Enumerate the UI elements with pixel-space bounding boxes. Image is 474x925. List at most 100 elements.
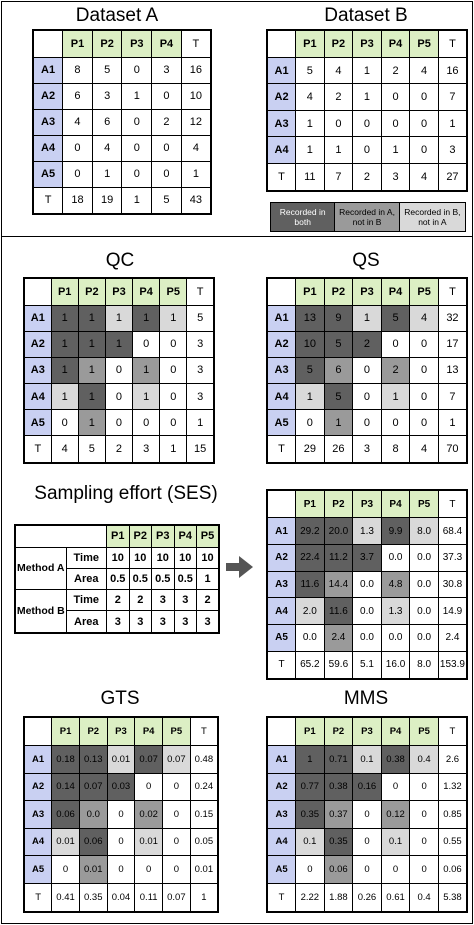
row-header: A4 — [23, 383, 52, 411]
data-cell: 1 — [77, 383, 106, 411]
data-cell: 0 — [62, 134, 93, 162]
data-cell: 1 — [180, 160, 212, 188]
data-cell: 0 — [409, 855, 439, 884]
data-cell: 9.9 — [380, 517, 411, 545]
ses-title: Sampling effort (SES) — [34, 483, 218, 504]
data-cell: 0.0 — [380, 543, 411, 572]
data-cell: 4 — [295, 83, 325, 111]
column-header: T — [437, 489, 468, 519]
data-cell: 0 — [380, 409, 411, 437]
column-header: P2 — [91, 29, 123, 58]
data-cell: 1 — [132, 356, 161, 385]
data-cell: 0 — [409, 136, 439, 164]
row-header: A2 — [266, 543, 297, 572]
data-cell: 5.38 — [437, 882, 468, 913]
corner-cell — [266, 29, 297, 58]
row-header: A2 — [32, 82, 64, 110]
data-cell: 1 — [323, 409, 354, 437]
data-cell: 0 — [132, 330, 161, 358]
data-cell: 8.0 — [409, 650, 439, 680]
data-cell: 1 — [295, 745, 325, 774]
column-header: P4 — [380, 716, 411, 747]
data-cell: 0 — [380, 109, 411, 138]
data-cell: 0.37 — [323, 800, 354, 829]
row-header: A3 — [266, 570, 297, 599]
data-cell: 2.6 — [437, 745, 468, 774]
data-cell: 1 — [104, 304, 134, 332]
data-cell: 0 — [121, 56, 153, 84]
data-cell: 3 — [151, 56, 182, 84]
column-header: P1 — [62, 29, 93, 58]
column-header: P3 — [352, 29, 382, 58]
data-cell: 0.15 — [189, 800, 219, 829]
data-cell: 0.12 — [380, 800, 411, 829]
data-cell: 6 — [91, 108, 123, 136]
data-cell: 1.3 — [352, 517, 382, 545]
data-cell: 0.18 — [51, 745, 80, 774]
row-header: A5 — [32, 160, 64, 188]
row-header: A3 — [266, 109, 297, 138]
data-cell: 0.41 — [51, 882, 80, 913]
data-cell: 2 — [380, 56, 411, 85]
data-cell: 0.13 — [78, 745, 108, 774]
dataset-b-title: Dataset B — [324, 5, 408, 26]
data-cell: 4 — [409, 304, 439, 332]
data-cell: 2 — [380, 356, 411, 385]
data-cell: 4.8 — [380, 570, 411, 599]
corner-cell — [32, 29, 64, 58]
row-header: A5 — [266, 623, 297, 652]
column-header: P3 — [106, 716, 136, 747]
gts-title: GTS — [100, 688, 140, 709]
data-cell: 0 — [352, 855, 382, 884]
column-header: P5 — [162, 716, 191, 747]
data-cell: 0 — [323, 109, 354, 138]
row-header: T — [266, 162, 297, 192]
data-cell: 1 — [323, 136, 354, 164]
data-cell: 0.06 — [78, 827, 108, 857]
data-cell: 3 — [91, 82, 123, 110]
data-cell: 0 — [162, 855, 191, 884]
column-header: P3 — [352, 716, 382, 747]
data-cell: 0.05 — [189, 827, 219, 857]
data-cell: 11.2 — [323, 543, 354, 572]
data-cell: 0.01 — [51, 827, 80, 857]
data-cell: 0 — [104, 383, 134, 411]
data-cell: 0.85 — [437, 800, 468, 829]
data-cell: 0 — [409, 356, 439, 385]
data-cell: 0 — [380, 83, 411, 111]
data-cell: 3 — [196, 610, 220, 634]
data-cell: 1 — [437, 409, 468, 437]
row-header: A4 — [266, 136, 297, 164]
data-cell: 0 — [134, 855, 164, 884]
row-header: A1 — [266, 517, 297, 545]
row-header: A5 — [266, 855, 297, 884]
column-header: P1 — [106, 524, 130, 548]
data-cell: 5 — [151, 186, 182, 215]
data-cell: 3 — [173, 610, 197, 634]
column-header: P2 — [323, 29, 354, 58]
data-cell: 2 — [128, 589, 152, 612]
data-cell: 1 — [352, 83, 382, 111]
data-cell: 10 — [295, 330, 325, 358]
data-cell: 0.07 — [78, 772, 108, 802]
data-cell: 0.1 — [380, 827, 411, 857]
data-cell: 16.0 — [380, 650, 411, 680]
data-cell: 10 — [173, 546, 197, 569]
data-cell: 70 — [437, 435, 468, 464]
row-header: A2 — [23, 772, 53, 802]
data-cell: 0 — [409, 409, 439, 437]
data-cell: 15 — [186, 435, 215, 464]
data-cell: 65.2 — [295, 650, 325, 680]
row-header: A2 — [23, 330, 52, 358]
data-cell: 1 — [77, 330, 106, 358]
qs-table: P1 P2 P3 P4 P5 T A1 13 9 1 5 4 32 A2 10 5 2 0 0 17 A3 5 6 0 2 0 13… — [266, 277, 468, 464]
data-cell: 0 — [151, 134, 182, 162]
row-header: A1 — [266, 56, 297, 85]
parameter-label: Time — [65, 589, 107, 612]
data-cell: 0.04 — [106, 882, 136, 913]
data-cell: 4 — [180, 134, 212, 162]
column-header: P4 — [173, 524, 197, 548]
data-cell: 0.0 — [352, 623, 382, 652]
data-cell: 59.6 — [323, 650, 354, 680]
legend-a-not-b: Recorded in A, not in B — [334, 202, 400, 232]
